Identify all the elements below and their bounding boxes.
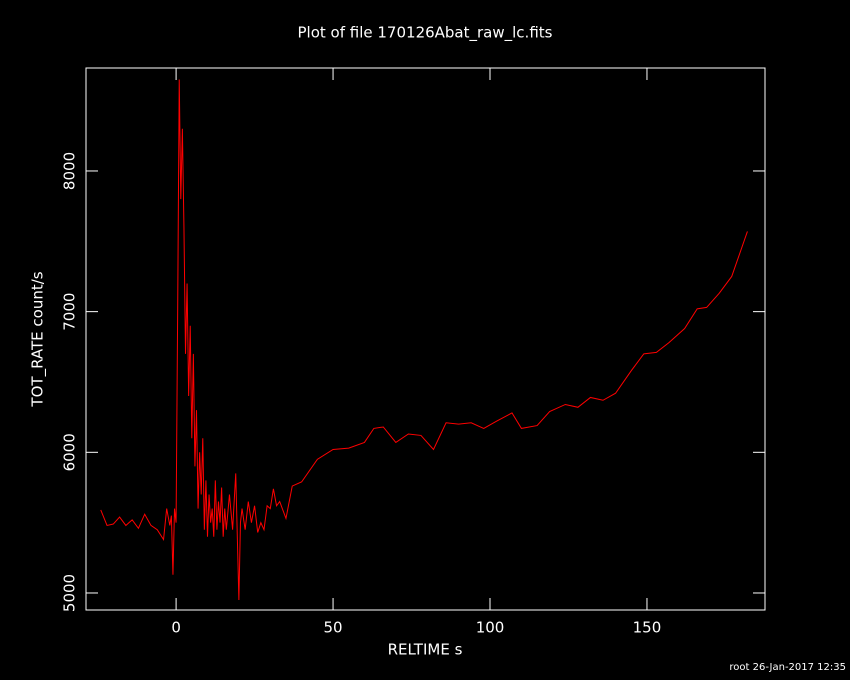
x-tick-label: 150 bbox=[633, 619, 662, 637]
plot-frame bbox=[85, 67, 766, 611]
data-line bbox=[100, 79, 748, 601]
chart-title: Plot of file 170126Abat_raw_lc.fits bbox=[298, 24, 553, 43]
footer: root 26-Jan-2017 12:35 bbox=[729, 662, 846, 673]
x-tick-label: 50 bbox=[324, 619, 343, 637]
y-tick-label: 5000 bbox=[61, 574, 79, 612]
x-tick-label: 0 bbox=[171, 619, 181, 637]
x-tick-label: 100 bbox=[476, 619, 505, 637]
y-tick-label: 6000 bbox=[61, 433, 79, 471]
y-tick-label: 8000 bbox=[61, 152, 79, 190]
y-tick-label: 7000 bbox=[61, 293, 79, 331]
y-axis-label: TOT_RATE count/s bbox=[29, 271, 48, 407]
x-axis-label: RELTIME s bbox=[388, 641, 463, 659]
